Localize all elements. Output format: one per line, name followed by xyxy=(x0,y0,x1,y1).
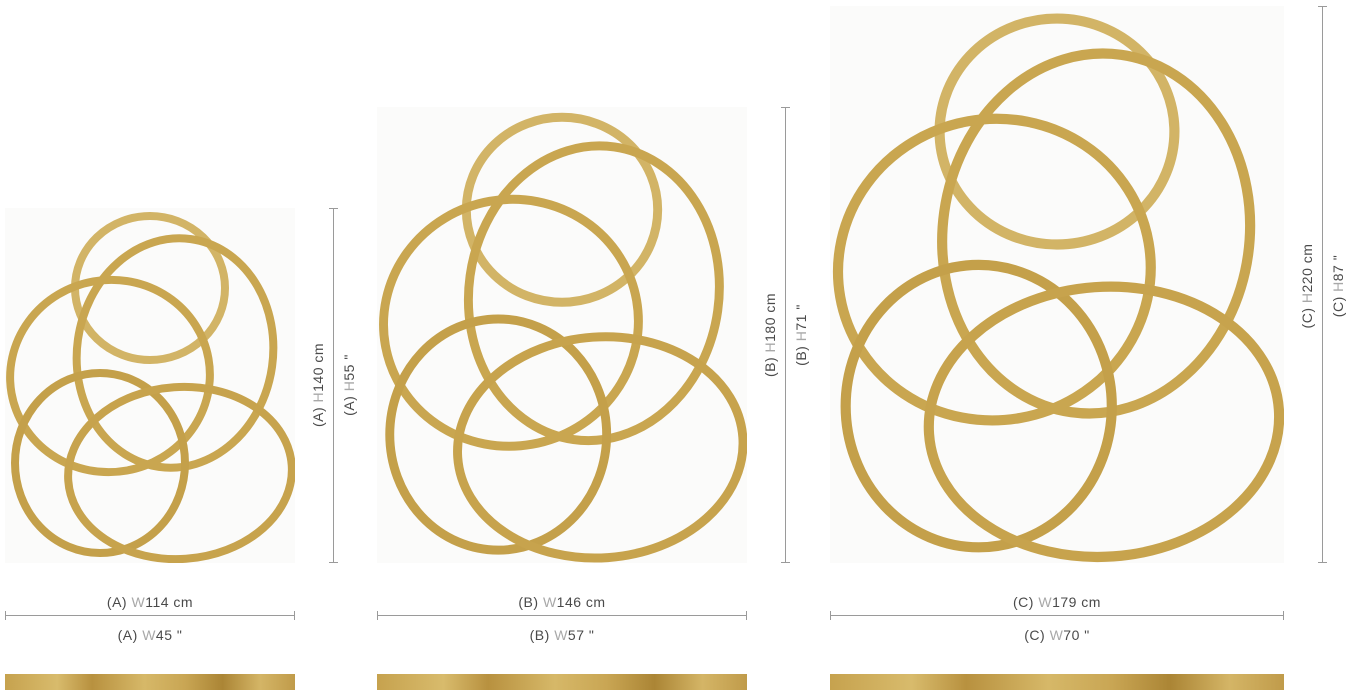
width-label-c-in: (C) W70 " xyxy=(1024,627,1089,643)
width-dimension-line-b xyxy=(377,611,747,620)
size-prefix: (A) xyxy=(106,594,132,610)
width-value-in: 70 " xyxy=(1063,627,1090,643)
artwork-panel-c xyxy=(830,6,1284,563)
size-prefix: (B) xyxy=(529,627,555,643)
size-prefix: (C) xyxy=(1299,303,1315,329)
artwork-panel-b xyxy=(377,107,747,563)
size-prefix: (C) xyxy=(1024,627,1050,643)
roll-strip-a xyxy=(5,674,295,690)
height-label-c-in: (C) H87 " xyxy=(1330,255,1346,317)
width-label-b-cm: (B) W146 cm xyxy=(518,594,605,610)
height-key: H xyxy=(1299,292,1315,304)
height-label-b-in: (B) H71 " xyxy=(793,304,809,366)
height-value-in: 87 " xyxy=(1330,254,1346,282)
width-key: W xyxy=(1038,594,1053,610)
height-key: H xyxy=(1330,281,1346,292)
height-key: H xyxy=(762,341,778,353)
height-dimension-line-c xyxy=(1318,6,1327,563)
width-value-cm: 114 cm xyxy=(145,594,194,610)
roll-strip-b xyxy=(377,674,747,690)
height-value-in: 55 " xyxy=(341,354,357,381)
width-label-a-in: (A) W45 " xyxy=(118,627,183,643)
size-prefix: (C) xyxy=(1013,594,1039,610)
width-value-cm: 146 cm xyxy=(556,594,606,610)
width-value-cm: 179 cm xyxy=(1052,594,1101,610)
width-label-b-in: (B) W57 " xyxy=(530,627,595,643)
height-key: H xyxy=(793,330,809,342)
width-label-a-cm: (A) W114 cm xyxy=(107,594,193,610)
height-label-c-cm: (C) H220 cm xyxy=(1299,244,1315,329)
height-key: H xyxy=(341,380,357,392)
ring-artwork xyxy=(379,112,747,563)
width-dimension-line-c xyxy=(830,611,1284,620)
height-value-cm: 140 cm xyxy=(310,342,326,392)
width-key: W xyxy=(142,627,156,643)
ring-artwork xyxy=(832,13,1284,563)
height-label-a-in: (A) H55 " xyxy=(341,354,357,416)
artwork-panel-a xyxy=(5,208,295,563)
width-key: W xyxy=(554,627,568,643)
width-value-in: 45 " xyxy=(155,627,183,643)
width-label-c-cm: (C) W179 cm xyxy=(1013,594,1101,610)
size-prefix: (A) xyxy=(117,627,143,643)
width-value-in: 57 " xyxy=(567,627,595,643)
height-dimension-line-a xyxy=(329,208,338,563)
height-label-a-cm: (A) H140 cm xyxy=(310,343,326,427)
size-prefix: (C) xyxy=(1330,291,1346,318)
size-prefix: (A) xyxy=(310,402,326,428)
height-value-in: 71 " xyxy=(793,304,809,331)
width-key: W xyxy=(542,594,557,610)
roll-strip-c xyxy=(830,674,1284,690)
size-prefix: (B) xyxy=(762,352,778,378)
height-value-cm: 220 cm xyxy=(1299,243,1315,293)
height-key: H xyxy=(310,391,326,403)
width-key: W xyxy=(131,594,146,610)
width-dimension-line-a xyxy=(5,611,295,620)
width-key: W xyxy=(1049,627,1064,643)
height-label-b-cm: (B) H180 cm xyxy=(762,293,778,377)
size-prefix: (B) xyxy=(518,594,543,610)
size-prefix: (B) xyxy=(793,341,809,366)
height-dimension-line-b xyxy=(781,107,790,563)
height-value-cm: 180 cm xyxy=(762,292,778,342)
ring-artwork xyxy=(6,212,295,563)
size-prefix: (A) xyxy=(341,391,357,416)
